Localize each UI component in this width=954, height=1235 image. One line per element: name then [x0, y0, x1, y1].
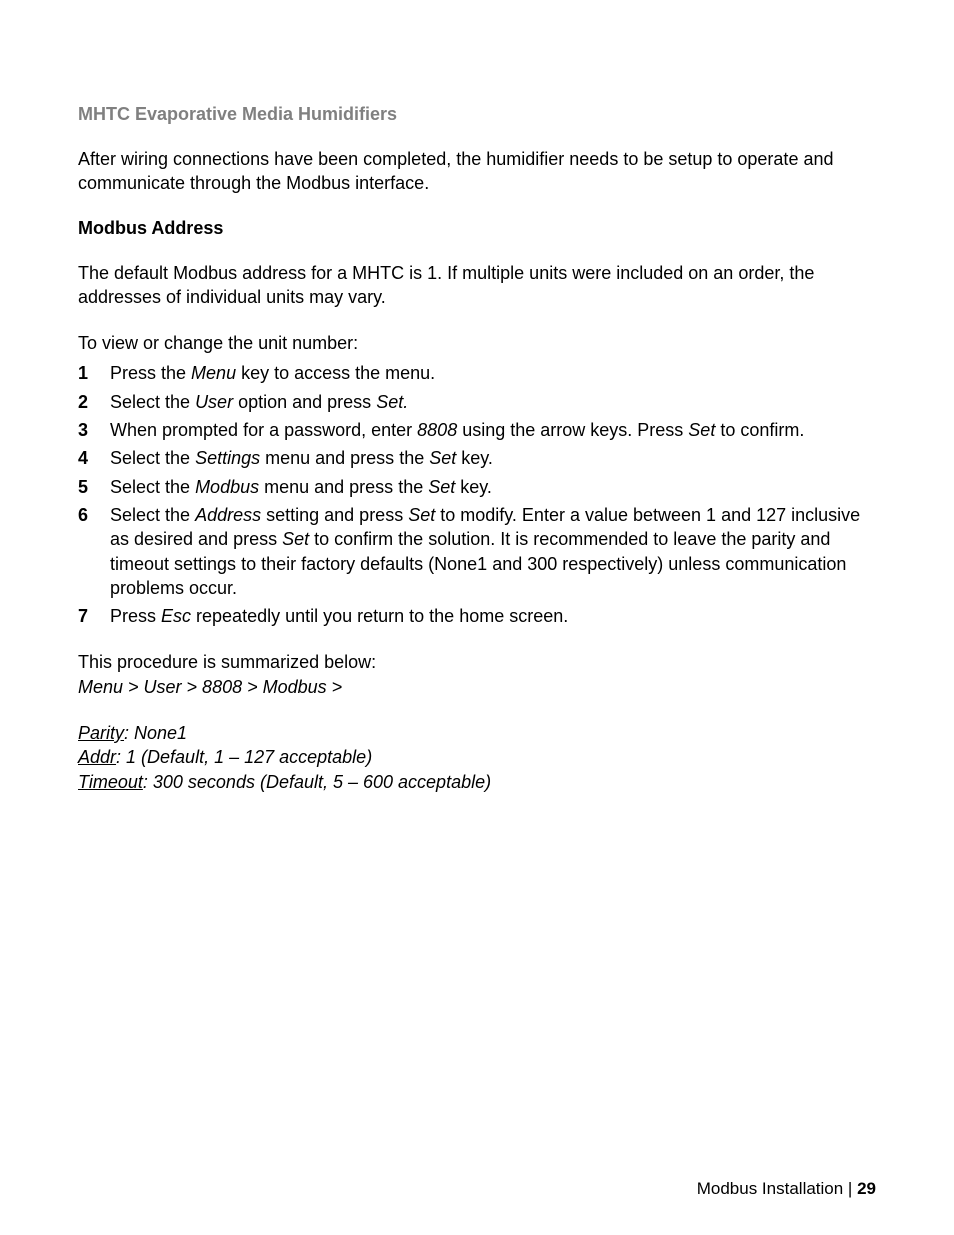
step-text: Press Esc repeatedly until you return to… [110, 604, 876, 628]
step-text: Select the Address setting and press Set… [110, 503, 876, 600]
step-text: Select the Settings menu and press the S… [110, 446, 876, 470]
params-block: Parity: None1 Addr: 1 (Default, 1 – 127 … [78, 721, 876, 794]
step-item: 6 Select the Address setting and press S… [78, 503, 876, 600]
step-item: 1 Press the Menu key to access the menu. [78, 361, 876, 385]
step-text: Press the Menu key to access the menu. [110, 361, 876, 385]
param-addr: Addr: 1 (Default, 1 – 127 acceptable) [78, 745, 876, 769]
subheading-modbus-address: Modbus Address [78, 218, 876, 239]
step-item: 3 When prompted for a password, enter 88… [78, 418, 876, 442]
section-heading: MHTC Evaporative Media Humidifiers [78, 104, 876, 125]
footer-label: Modbus Installation | [697, 1179, 857, 1198]
address-paragraph: The default Modbus address for a MHTC is… [78, 261, 876, 310]
step-number: 2 [78, 390, 110, 414]
intro-paragraph: After wiring connections have been compl… [78, 147, 876, 196]
step-text: Select the Modbus menu and press the Set… [110, 475, 876, 499]
step-number: 4 [78, 446, 110, 470]
document-page: MHTC Evaporative Media Humidifiers After… [0, 0, 954, 1235]
param-parity: Parity: None1 [78, 721, 876, 745]
step-number: 3 [78, 418, 110, 442]
summary-path: Menu > User > 8808 > Modbus > [78, 675, 876, 699]
step-item: 5 Select the Modbus menu and press the S… [78, 475, 876, 499]
step-number: 5 [78, 475, 110, 499]
page-footer: Modbus Installation | 29 [697, 1179, 876, 1199]
step-number: 6 [78, 503, 110, 527]
summary-lead: This procedure is summarized below: [78, 650, 876, 674]
step-number: 7 [78, 604, 110, 628]
page-number: 29 [857, 1179, 876, 1198]
step-text: Select the User option and press Set. [110, 390, 876, 414]
steps-lead-in: To view or change the unit number: [78, 331, 876, 355]
step-item: 2 Select the User option and press Set. [78, 390, 876, 414]
param-timeout: Timeout: 300 seconds (Default, 5 – 600 a… [78, 770, 876, 794]
step-number: 1 [78, 361, 110, 385]
step-item: 4 Select the Settings menu and press the… [78, 446, 876, 470]
step-text: When prompted for a password, enter 8808… [110, 418, 876, 442]
summary-block: This procedure is summarized below: Menu… [78, 650, 876, 699]
steps-list: 1 Press the Menu key to access the menu.… [78, 361, 876, 628]
step-item: 7 Press Esc repeatedly until you return … [78, 604, 876, 628]
